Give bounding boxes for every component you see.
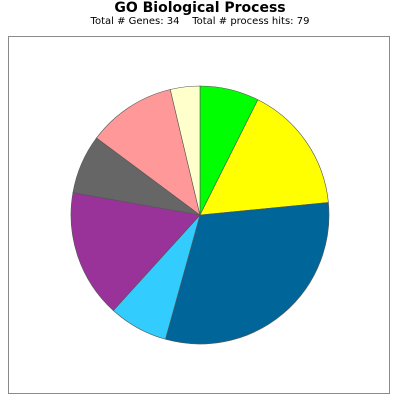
pie-slice-8 [169,85,201,216]
pie-slice-3 [165,202,330,345]
pie-slice-7 [96,89,201,216]
pie-slice-5 [70,192,201,311]
chart-subtitle: Total # Genes: 34 Total # process hits: … [90,16,310,27]
pie-slice-2 [199,99,329,216]
chart-title: GO Biological Process [114,0,286,16]
